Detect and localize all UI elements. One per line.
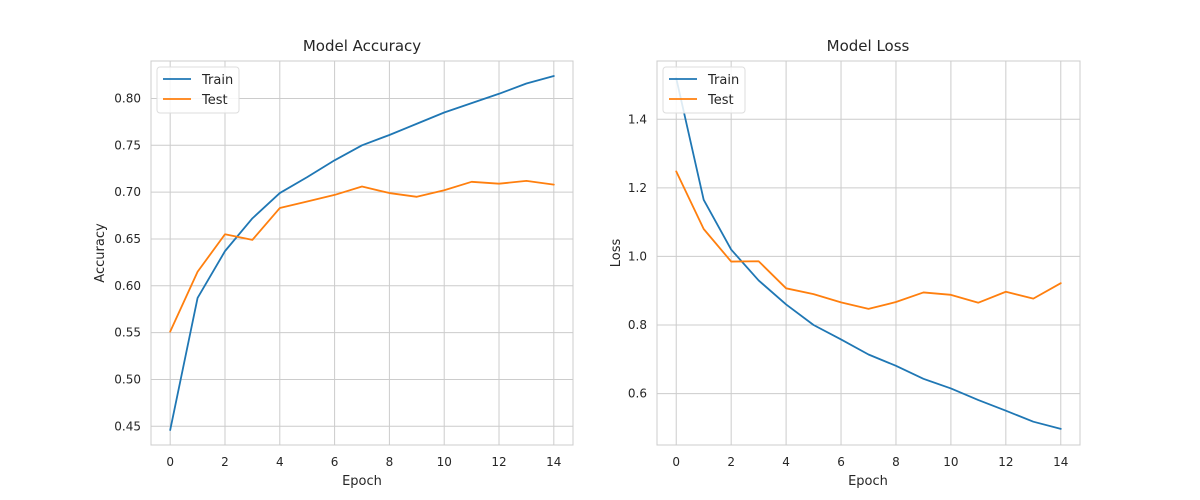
loss-plot-background <box>657 61 1080 445</box>
accuracy-y-tick-label: 0.50 <box>114 372 141 386</box>
loss-legend-label-train: Train <box>707 73 739 88</box>
loss-x-tick-label: 2 <box>727 455 735 469</box>
accuracy-x-tick-label: 14 <box>546 455 561 469</box>
accuracy-x-tick-label: 4 <box>276 455 284 469</box>
accuracy-x-tick-label: 0 <box>166 455 174 469</box>
loss-series-line-train <box>675 77 1062 430</box>
loss-plot-frame <box>656 60 1081 446</box>
accuracy-legend: Train Test <box>156 66 240 114</box>
accuracy-y-tick-label: 0.55 <box>114 326 141 340</box>
loss-y-tick-label: 1.0 <box>628 249 647 263</box>
accuracy-y-tick-label: 0.60 <box>114 279 141 293</box>
accuracy-chart: 0 2 4 6 8 10 12 14 0.45 0.50 0.55 0.60 0.65 0.70 0.75 0… <box>93 37 574 489</box>
loss-x-tick-label: 14 <box>1053 455 1068 469</box>
loss-y-axis-label: Loss <box>609 239 624 268</box>
loss-y-tick-label: 0.6 <box>628 387 647 401</box>
accuracy-plot-area: 0 2 4 6 8 10 12 14 0.45 0.50 0.55 0.60 0.65 0.70 0.75 0… <box>114 60 574 469</box>
loss-x-tick-label: 10 <box>943 455 958 469</box>
accuracy-legend-label-train: Train <box>201 73 233 88</box>
accuracy-legend-label-test: Test <box>201 93 228 108</box>
accuracy-y-tick-label: 0.45 <box>114 419 141 433</box>
accuracy-series-line-test <box>169 179 555 333</box>
loss-x-tick-label: 6 <box>837 455 845 469</box>
accuracy-series-line-train <box>169 75 555 431</box>
accuracy-y-tick-label: 0.65 <box>114 232 141 246</box>
accuracy-y-tick-label: 0.80 <box>114 91 141 105</box>
loss-x-axis-label: Epoch <box>848 474 888 489</box>
loss-x-tick-label: 8 <box>892 455 900 469</box>
loss-chart-title: Model Loss <box>827 37 910 55</box>
accuracy-x-tick-label: 10 <box>437 455 452 469</box>
accuracy-y-axis-label: Accuracy <box>93 223 108 283</box>
accuracy-plot-background <box>151 61 573 445</box>
loss-chart: 0 2 4 6 8 10 12 14 0.6 0.8 1.0 1.2 1.4 Train Test Mode… <box>609 37 1081 489</box>
accuracy-x-tick-label: 6 <box>331 455 339 469</box>
accuracy-y-tick-label: 0.75 <box>114 138 141 152</box>
loss-legend-label-test: Test <box>707 93 734 108</box>
loss-y-tick-label: 1.4 <box>628 112 647 126</box>
loss-x-tick-label: 4 <box>782 455 790 469</box>
accuracy-plot-frame <box>150 60 574 446</box>
loss-series-line-test <box>675 170 1062 310</box>
accuracy-x-tick-label: 12 <box>491 455 506 469</box>
accuracy-x-tick-label: 2 <box>221 455 229 469</box>
loss-legend: Train Test <box>662 66 746 114</box>
loss-plot-area: 0 2 4 6 8 10 12 14 0.6 0.8 1.0 1.2 1.4 Train Test <box>628 60 1081 469</box>
loss-y-tick-label: 0.8 <box>628 318 647 332</box>
loss-x-tick-label: 12 <box>998 455 1013 469</box>
accuracy-chart-title: Model Accuracy <box>303 37 421 55</box>
accuracy-y-tick-label: 0.70 <box>114 185 141 199</box>
accuracy-x-axis-label: Epoch <box>342 474 382 489</box>
loss-x-tick-label: 0 <box>672 455 680 469</box>
accuracy-x-tick-label: 8 <box>386 455 394 469</box>
loss-y-tick-label: 1.2 <box>628 181 647 195</box>
